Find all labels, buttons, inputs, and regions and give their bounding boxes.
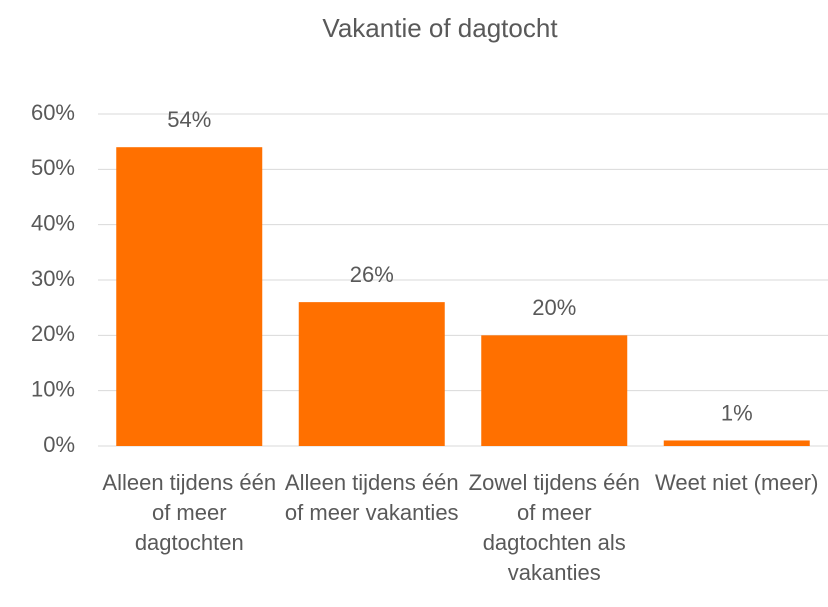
data-label: 20% (532, 295, 576, 320)
y-tick-label: 0% (43, 432, 75, 457)
bar (663, 440, 810, 446)
bar (298, 302, 445, 446)
y-tick-label: 30% (31, 266, 75, 291)
y-tick-label: 10% (31, 376, 75, 401)
x-tick-label: Zowel tijdens één of meer dagtochten als… (468, 470, 640, 585)
y-tick-label: 40% (31, 210, 75, 235)
x-tick-label: Alleen tijdens één of meer vakanties (284, 470, 459, 525)
data-label: 1% (721, 400, 753, 425)
x-tick-label: Alleen tijdens één of meer dagtochten (102, 470, 277, 555)
y-tick-label: 20% (31, 321, 75, 346)
chart-title: Vakantie of dagtocht (322, 13, 558, 43)
bar (116, 147, 263, 446)
data-label: 26% (350, 262, 394, 287)
y-tick-label: 50% (31, 155, 75, 180)
x-tick-label: Weet niet (meer) (655, 470, 819, 495)
data-label: 54% (167, 107, 211, 132)
bar (481, 335, 628, 446)
y-tick-label: 60% (31, 100, 75, 125)
